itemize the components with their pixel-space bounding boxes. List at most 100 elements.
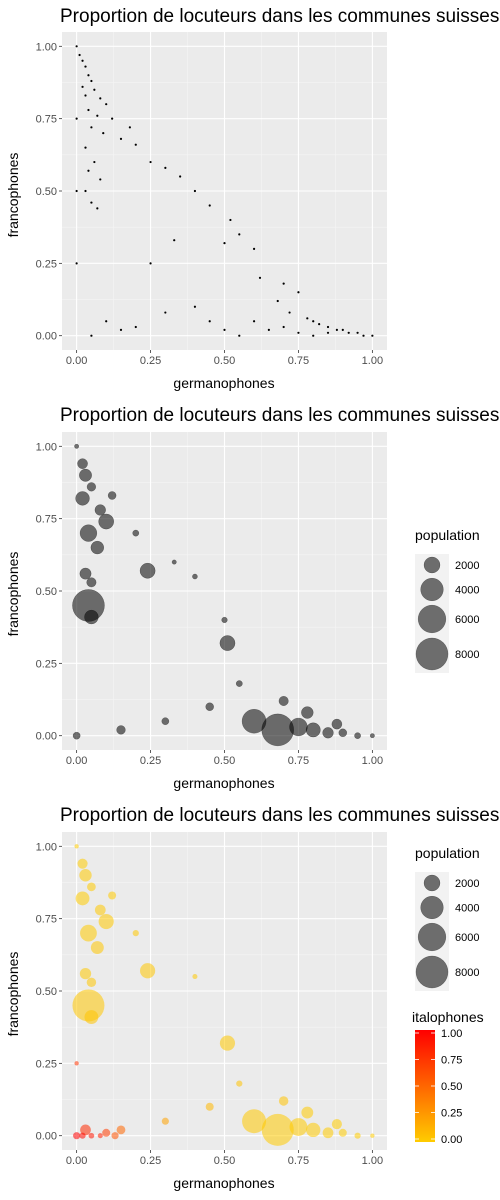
data-point (72, 731, 81, 740)
data-point (84, 94, 87, 97)
x-tick-label: 0.25 (140, 1155, 161, 1167)
data-point (108, 891, 117, 900)
size-legend: population 2000 4000 6000 8000 (415, 527, 480, 673)
y-tick-label: 0.75 (36, 114, 57, 126)
data-point (98, 513, 115, 530)
data-point (79, 567, 92, 580)
data-point (229, 218, 232, 222)
y-tick-label: 0.50 (36, 586, 57, 598)
data-point (326, 331, 330, 334)
size-legend-key (415, 637, 449, 671)
data-point (179, 175, 182, 178)
data-point (297, 331, 300, 334)
x-tick-label: 1.00 (362, 755, 383, 767)
data-point (75, 117, 78, 120)
y-tick-label: 0.25 (36, 658, 57, 670)
size-legend-label: 2000 (455, 560, 479, 572)
y-tick-label: 1.00 (36, 41, 57, 53)
data-point (318, 323, 321, 326)
data-point (75, 189, 78, 193)
data-point (362, 334, 365, 337)
data-point (90, 540, 105, 555)
data-point (205, 1102, 214, 1111)
data-point (238, 334, 241, 337)
data-point (90, 79, 93, 83)
data-point (77, 458, 88, 469)
data-points (72, 844, 375, 1146)
data-point (77, 858, 88, 869)
data-point (134, 325, 137, 329)
data-point (238, 233, 241, 236)
color-legend-label: 1.00 (441, 1028, 462, 1040)
y-tick-label: 0.25 (36, 1058, 57, 1070)
data-point (161, 717, 170, 726)
data-point (161, 1117, 169, 1125)
size-legend: population 2000 4000 6000 8000 (415, 845, 480, 991)
size-legend-key (420, 895, 444, 920)
y-tick-label: 0.75 (36, 514, 57, 526)
data-point (223, 241, 226, 245)
data-point (288, 311, 291, 314)
y-tick-label: 0.00 (36, 1131, 57, 1143)
data-point (276, 299, 279, 303)
data-point (97, 1133, 103, 1139)
data-point (90, 201, 93, 204)
data-point (90, 334, 93, 337)
data-point (93, 160, 96, 164)
data-point (326, 325, 330, 329)
x-tick-label: 0.75 (288, 755, 309, 767)
size-legend-label: 6000 (455, 614, 479, 626)
data-point (96, 114, 99, 117)
data-point (223, 328, 226, 332)
data-point (371, 334, 374, 337)
data-point (306, 317, 309, 320)
data-point (193, 305, 197, 308)
data-point (81, 85, 84, 88)
data-point (84, 189, 87, 193)
x-axis-label: germanophones (173, 1175, 274, 1191)
data-point (370, 1133, 375, 1138)
data-point (94, 904, 106, 916)
data-point (74, 844, 79, 849)
y-tick-label: 0.50 (36, 186, 57, 198)
data-point (140, 963, 156, 979)
data-point (149, 262, 152, 265)
data-point (102, 132, 105, 135)
data-point (90, 126, 93, 129)
data-point (86, 577, 97, 588)
data-point (164, 166, 167, 169)
x-tick-label: 0.25 (140, 755, 161, 767)
data-point (208, 204, 211, 207)
data-point (102, 1128, 111, 1137)
data-point (312, 334, 315, 337)
x-tick-label: 0.75 (288, 355, 309, 367)
x-tick-label: 0.50 (214, 1155, 235, 1167)
data-point (338, 1128, 347, 1137)
data-point (88, 1132, 95, 1139)
size-legend-key (415, 955, 449, 989)
data-point (75, 491, 90, 506)
data-point (306, 1122, 321, 1138)
data-point (80, 1124, 91, 1136)
size-legend-key (417, 604, 447, 634)
data-point (331, 1119, 342, 1130)
color-legend-label: 0.50 (441, 1081, 462, 1093)
data-point (322, 727, 334, 739)
data-point (74, 1061, 79, 1066)
data-point (242, 1109, 267, 1134)
x-tick-label: 1.00 (362, 355, 383, 367)
data-point (99, 178, 102, 181)
color-legend-bar (415, 1030, 435, 1142)
data-point (81, 59, 84, 62)
data-point (235, 680, 243, 687)
data-point (312, 320, 315, 323)
data-point (79, 869, 92, 882)
data-point (205, 702, 214, 712)
data-point (84, 1010, 99, 1024)
data-point (84, 65, 87, 68)
size-legend-label: 4000 (455, 903, 479, 915)
data-point (301, 706, 314, 719)
data-point (261, 1113, 294, 1146)
size-legend-title: population (415, 845, 480, 861)
data-point (356, 331, 359, 334)
